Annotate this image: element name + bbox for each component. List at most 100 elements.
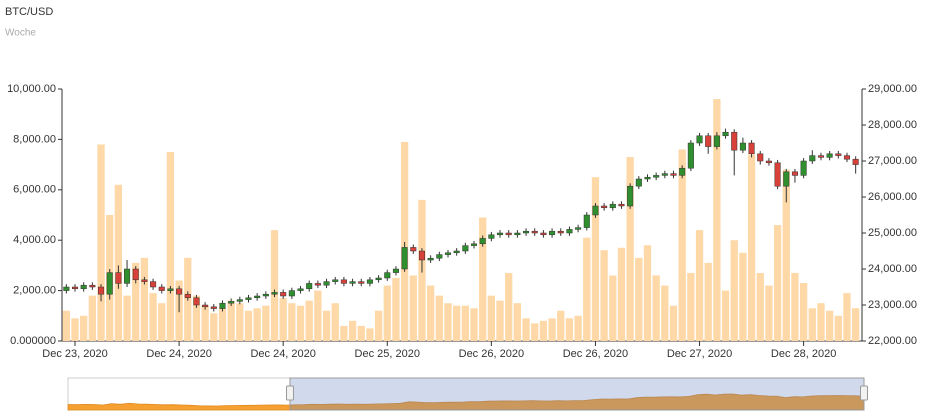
- volume-bar: [461, 305, 469, 341]
- x-tick-label: Dec 26, 2020: [459, 348, 524, 360]
- navigator-area: [67, 393, 865, 411]
- candle-body: [549, 230, 556, 236]
- candle-body: [470, 243, 478, 246]
- volume-bar: [262, 305, 270, 341]
- candle-body: [280, 292, 287, 297]
- candle-body: [791, 171, 798, 176]
- volume-bar: [505, 272, 513, 341]
- candle-body: [514, 232, 521, 236]
- volume-bar: [522, 318, 530, 341]
- candle-body: [722, 131, 729, 137]
- x-tick-label: Dec 24, 2020: [250, 348, 315, 360]
- volume-bar: [756, 272, 764, 341]
- volume-bar: [548, 318, 556, 341]
- candle-body: [635, 178, 642, 187]
- volume-bar: [825, 310, 834, 341]
- candle-body: [176, 288, 183, 295]
- candle-body: [609, 203, 616, 209]
- candle-body: [167, 288, 174, 291]
- volume-bar: [635, 257, 643, 341]
- y2-tick-label: 29,000.00: [868, 83, 917, 95]
- volume-bar: [453, 305, 461, 341]
- volume-bar: [218, 308, 227, 341]
- candle-body: [219, 302, 226, 309]
- volume-bar: [565, 318, 574, 341]
- volume-bar: [322, 310, 331, 341]
- volume-bar: [158, 303, 166, 341]
- y2-tick-label: 25,000.00: [868, 227, 917, 239]
- candle-body: [288, 290, 295, 297]
- candle-body: [601, 205, 608, 209]
- candle-body: [627, 185, 634, 207]
- candle-body: [479, 238, 486, 245]
- volume-bar: [366, 328, 374, 341]
- y2-tick-label: 24,000.00: [868, 263, 917, 275]
- volume-bar: [123, 295, 131, 341]
- candle-body: [497, 232, 504, 236]
- volume-bar: [669, 305, 678, 341]
- volume-bar: [80, 315, 88, 341]
- candle-body: [592, 205, 599, 216]
- candle-body: [462, 245, 469, 252]
- candle-body: [332, 279, 339, 282]
- x-tick-label: Dec 27, 2020: [667, 348, 732, 360]
- volume-bar: [210, 313, 218, 341]
- navigator-handle[interactable]: [860, 385, 868, 401]
- candle-body: [297, 288, 304, 291]
- candle-body: [783, 171, 790, 187]
- candle-body: [98, 286, 105, 295]
- candle-body: [210, 306, 217, 309]
- candle-body: [323, 281, 330, 286]
- volume-bar: [244, 310, 253, 341]
- candle-body: [115, 272, 122, 284]
- volume-bar: [305, 300, 313, 341]
- volume-bar: [513, 303, 522, 341]
- volume-bar: [843, 293, 851, 341]
- volume-bar: [357, 325, 365, 341]
- volume-bar: [114, 184, 123, 341]
- candle-body: [505, 232, 512, 236]
- volume-bar: [721, 290, 730, 341]
- volume-bar: [236, 303, 244, 341]
- x-tick-label: Dec 23, 2020: [42, 348, 107, 360]
- candle-body: [245, 297, 252, 300]
- volume-bar: [348, 320, 357, 341]
- candle-body: [392, 268, 399, 273]
- chart-title: BTC/USD: [5, 6, 53, 18]
- candle-body: [826, 153, 833, 158]
- volume-bar: [340, 325, 348, 341]
- volume-bar: [791, 272, 799, 341]
- volume-bar: [583, 237, 591, 341]
- volume-bar: [834, 315, 842, 341]
- volume-bar: [773, 225, 782, 341]
- volume-bar: [426, 285, 435, 341]
- candle-body: [349, 281, 356, 284]
- candle-body: [141, 279, 148, 282]
- candle-body: [236, 299, 243, 302]
- volume-bar: [383, 285, 391, 341]
- volume-bar: [487, 295, 496, 341]
- volume-bar: [574, 315, 582, 341]
- volume-bar: [296, 305, 305, 341]
- candle-body: [254, 295, 261, 299]
- candle-body: [817, 155, 824, 158]
- candle-body: [158, 286, 165, 291]
- candle-body: [575, 227, 582, 230]
- navigator-handle[interactable]: [286, 385, 294, 401]
- volume-bar: [270, 230, 279, 341]
- volume-bar: [531, 323, 539, 341]
- candle-body: [71, 286, 79, 290]
- volume-bar: [799, 283, 808, 341]
- volume-bar: [149, 293, 157, 341]
- candle-body: [306, 283, 313, 290]
- candle-body: [679, 167, 686, 176]
- volume-bar: [392, 278, 400, 341]
- volume-bar: [600, 250, 608, 341]
- volume-bar: [88, 295, 97, 341]
- volume-bar: [739, 252, 747, 341]
- y-tick-label: 4,000.00: [13, 234, 56, 246]
- candle-body: [618, 203, 625, 207]
- candle-body: [436, 254, 443, 259]
- volume-bar: [400, 141, 409, 341]
